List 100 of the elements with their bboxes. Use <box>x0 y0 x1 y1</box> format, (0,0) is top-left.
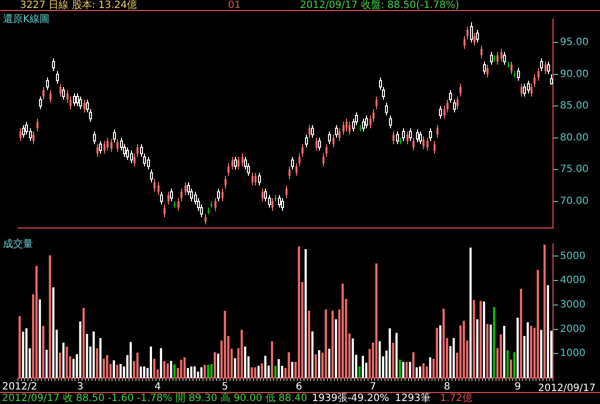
bar <box>207 364 210 378</box>
candlestick <box>204 214 206 225</box>
bar <box>274 366 276 378</box>
bar <box>304 249 307 378</box>
bar <box>186 368 190 378</box>
bar <box>170 360 172 378</box>
bar <box>99 338 102 378</box>
bar <box>160 348 162 378</box>
candlestick <box>20 128 22 142</box>
bar <box>106 355 108 378</box>
candlestick <box>42 86 44 100</box>
candlestick <box>544 61 546 75</box>
candlestick <box>422 136 424 150</box>
bar <box>278 359 280 378</box>
bar <box>429 357 432 378</box>
candlestick <box>288 166 290 180</box>
bar <box>288 352 290 378</box>
candlestick <box>464 36 466 50</box>
bar <box>143 366 146 378</box>
text: 2012/09/17 收盤: 88.50(-1.78%) <box>300 0 460 11</box>
bar <box>234 358 236 378</box>
candlestick <box>168 191 170 205</box>
candlestick <box>346 118 348 132</box>
bar <box>153 358 156 378</box>
candlestick <box>32 130 34 145</box>
bar <box>190 366 192 378</box>
bar <box>395 332 398 378</box>
candlestick <box>134 153 136 167</box>
bar <box>42 326 44 378</box>
candlestick <box>296 162 298 176</box>
candlestick <box>406 130 408 145</box>
candlestick <box>254 172 256 186</box>
y-tick-label: 4000 <box>560 275 586 286</box>
candlestick <box>538 67 540 82</box>
x-tick-label: 9 <box>514 382 521 393</box>
bar <box>35 266 38 378</box>
bar <box>530 326 532 378</box>
bar <box>86 334 88 378</box>
bar <box>378 341 381 378</box>
candlestick <box>500 48 502 62</box>
candlestick <box>392 130 394 145</box>
candlestick <box>110 138 112 152</box>
candlestick <box>305 134 308 148</box>
candlestick <box>322 153 324 167</box>
bar <box>194 366 196 378</box>
bar <box>102 358 105 378</box>
candlestick <box>426 137 428 151</box>
text: 2012/09/17 <box>538 383 596 394</box>
candlestick <box>520 83 522 97</box>
bar <box>526 322 529 378</box>
candlestick <box>332 134 334 148</box>
bar <box>392 342 394 378</box>
candlestick <box>436 124 438 138</box>
x-tick-label: 7 <box>370 382 376 393</box>
candlestick <box>434 140 436 154</box>
bar <box>486 324 488 378</box>
y-tick-label: 90.00 <box>560 68 589 80</box>
bar <box>540 330 542 378</box>
candlestick <box>480 45 482 59</box>
candlestick <box>106 137 108 151</box>
bar <box>480 301 482 378</box>
bar <box>92 331 95 378</box>
bar <box>503 326 506 378</box>
bar <box>96 348 98 378</box>
y-tick-label: 95.00 <box>560 37 589 48</box>
text: 2012/09/17 收 88.50 -1.60 -1.78% 開 89.30 高 90.00 低 88.40 <box>2 393 308 404</box>
text: 1939張-49.20% <box>312 393 390 404</box>
bar <box>426 366 428 378</box>
candlestick <box>281 198 284 212</box>
candlestick <box>238 156 240 170</box>
bar <box>180 360 182 378</box>
candlestick <box>262 188 264 202</box>
bar <box>324 310 327 378</box>
bar <box>116 364 118 378</box>
candlestick <box>178 198 180 212</box>
bar <box>375 263 378 378</box>
bar <box>82 308 85 378</box>
candlestick <box>136 144 138 158</box>
candlestick <box>466 26 468 40</box>
candlestick <box>224 175 226 190</box>
bar <box>328 348 330 378</box>
candlestick <box>460 83 462 97</box>
text: 01 <box>228 0 241 11</box>
bar <box>318 350 320 378</box>
bar <box>48 255 52 378</box>
candlestick <box>530 83 532 97</box>
candlestick <box>56 70 59 84</box>
bar <box>214 352 216 378</box>
bar <box>442 308 445 378</box>
x-tick-label: 4 <box>154 382 161 393</box>
candlestick <box>348 121 350 136</box>
bar <box>469 248 472 378</box>
candlestick <box>154 178 156 192</box>
bar <box>406 362 408 378</box>
candlestick <box>311 124 314 138</box>
bar <box>204 364 206 378</box>
candlestick <box>453 99 456 113</box>
bar <box>163 361 166 378</box>
bar <box>546 285 550 378</box>
bar <box>388 328 391 378</box>
